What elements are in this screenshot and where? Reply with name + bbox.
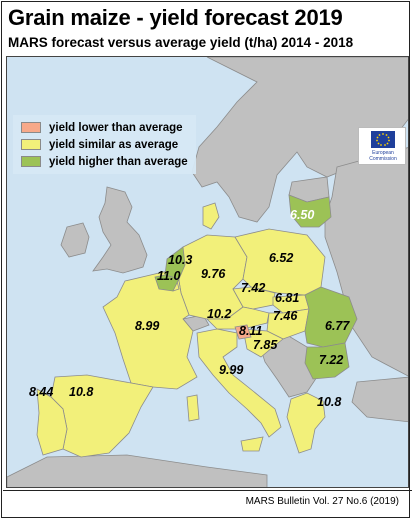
value-austria: 10.2 (207, 307, 232, 321)
turkey-region (351, 376, 408, 423)
eu-logo-text: European Commission (369, 150, 397, 162)
value-poland: 6.52 (269, 251, 294, 265)
value-romania: 6.77 (325, 319, 350, 333)
eu-flag-icon (371, 131, 395, 148)
eu-stars-icon (376, 133, 390, 146)
region-croatia (242, 328, 284, 358)
region-denmark (202, 202, 220, 230)
map-subtitle: MARS forecast versus average yield (t/ha… (8, 35, 354, 50)
higher-regions (164, 194, 358, 380)
no-data-land (7, 57, 408, 487)
similar-regions (36, 202, 326, 458)
legend-swatch-lower (21, 122, 41, 133)
region-belgium (154, 274, 180, 292)
eu-commission-logo: European Commission (358, 127, 406, 165)
region-bulgaria (304, 342, 350, 380)
region-slovenia (234, 324, 252, 340)
legend-item-higher: yield higher than average (21, 153, 188, 170)
legend-swatch-higher (21, 156, 41, 167)
value-lithuania: 6.50 (290, 208, 315, 222)
value-belgium: 10.3 (168, 253, 193, 267)
region-france (102, 268, 198, 390)
value-bulgaria: 7.22 (319, 353, 344, 367)
ireland-region (60, 222, 90, 258)
region-portugal (36, 388, 68, 456)
value-spain: 10.8 (69, 385, 94, 399)
value-france: 8.99 (135, 319, 160, 333)
region-sicily (240, 436, 264, 452)
region-sardinia (186, 394, 200, 422)
value-germany: 9.76 (201, 267, 226, 281)
region-netherlands (164, 246, 186, 280)
value-croatia: 7.85 (253, 338, 278, 352)
footer-divider (3, 490, 412, 491)
legend-item-similar: yield similar as average (21, 136, 188, 153)
value-portugal: 8.44 (29, 385, 54, 399)
value-slovakia: 6.81 (275, 291, 300, 305)
value-greece: 10.8 (317, 395, 342, 409)
region-greece (286, 392, 326, 454)
value-slovenia: 8.11 (239, 324, 263, 338)
britain-region (92, 186, 148, 274)
map-legend: yield lower than average yield similar a… (13, 115, 196, 174)
europe-map: yield lower than average yield similar a… (6, 56, 409, 488)
legend-label-higher: yield higher than average (49, 155, 188, 168)
region-italy (196, 328, 282, 438)
value-czechia: 7.42 (241, 281, 266, 295)
map-canvas (7, 57, 408, 487)
value-netherlands: 11.0 (157, 269, 181, 283)
region-lithuania (288, 194, 332, 228)
value-italy: 9.99 (219, 363, 244, 377)
source-footer: MARS Bulletin Vol. 27 No.6 (2019) (245, 496, 399, 507)
legend-label-lower: yield lower than average (49, 121, 183, 134)
legend-swatch-similar (21, 139, 41, 150)
value-hungary: 7.46 (273, 309, 298, 323)
north-africa-region (7, 454, 268, 487)
lower-regions (234, 324, 252, 340)
region-spain (50, 374, 154, 458)
legend-label-similar: yield similar as average (49, 138, 179, 151)
map-title: Grain maize - yield forecast 2019 (8, 5, 343, 30)
legend-item-lower: yield lower than average (21, 119, 188, 136)
